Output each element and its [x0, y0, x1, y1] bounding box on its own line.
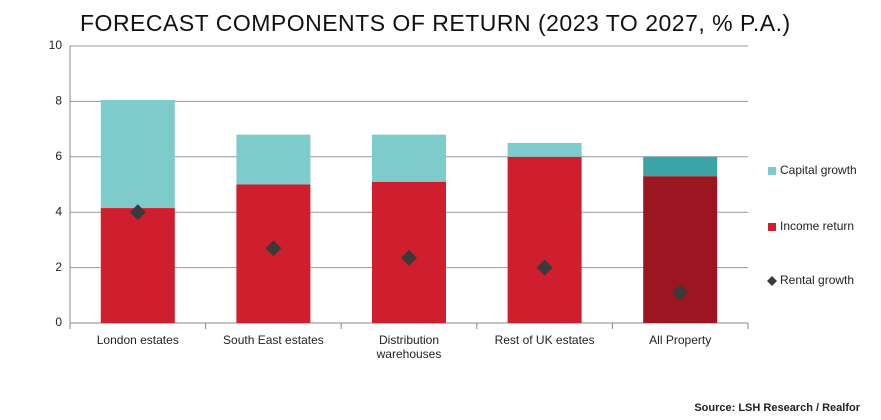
y-tick-label: 10: [49, 38, 63, 52]
marker: [401, 249, 417, 266]
legend-swatch: [768, 167, 776, 175]
bar-segment: [236, 134, 311, 185]
bar-segment: [372, 134, 446, 182]
legend-label: Capital growth: [780, 163, 857, 177]
y-tick-label: 4: [55, 204, 62, 218]
legend-label: Rental growth: [780, 273, 854, 287]
legend-label: Income return: [780, 219, 854, 233]
bar-segment: [507, 156, 582, 323]
bar-segment: [100, 208, 175, 323]
marker: [129, 204, 146, 221]
x-tick-label: London estates: [96, 333, 179, 347]
y-tick-label: 8: [55, 94, 62, 108]
x-tick-label: All Property: [649, 333, 712, 347]
y-tick-label: 2: [55, 260, 62, 274]
bar-segment: [643, 176, 718, 323]
legend-swatch: [768, 223, 776, 231]
bar-segment: [643, 156, 718, 177]
x-tick-label: Distribution warehouses: [376, 333, 442, 361]
marker: [265, 240, 282, 257]
legend-swatch: [767, 276, 777, 286]
x-tick-label: Rest of UK estates: [494, 333, 595, 347]
y-tick-label: 6: [55, 149, 62, 163]
x-tick-label: South East estates: [223, 333, 324, 347]
y-tick-label: 0: [55, 315, 62, 329]
chart-title: FORECAST COMPONENTS OF RETURN (2023 TO 2…: [80, 10, 791, 36]
marker: [536, 259, 553, 276]
bar-segment: [100, 100, 175, 209]
source: Source: LSH Research / Realfor: [694, 402, 860, 414]
marker: [672, 284, 689, 301]
bar-segment: [507, 142, 582, 157]
